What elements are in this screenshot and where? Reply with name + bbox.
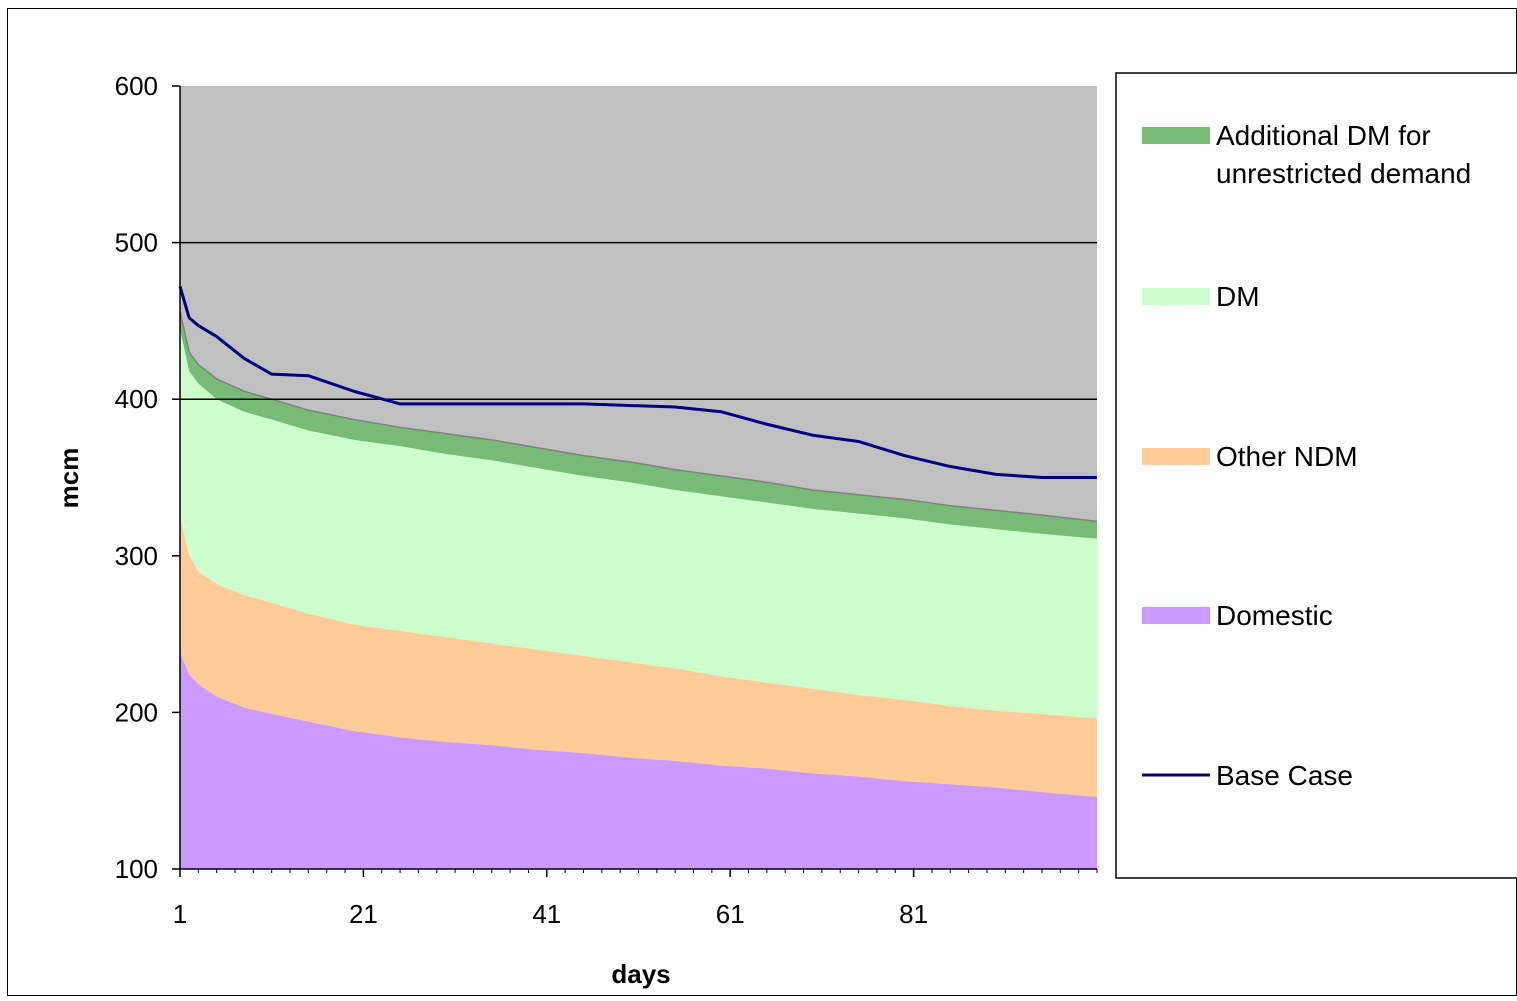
legend-swatch-additional-dm-for-unrestricted-demand [1142, 127, 1210, 144]
y-axis-title: mcm [54, 448, 84, 509]
legend-box [1115, 72, 1517, 879]
y-tick-label: 400 [115, 384, 158, 414]
legend-swatch-domestic [1142, 607, 1210, 624]
line-base-case [178, 286, 1097, 479]
area-top-edge [179, 311, 1098, 523]
y-tick-label: 100 [115, 854, 158, 884]
areas-layer [179, 311, 1098, 870]
legend-label-additional-dm-for-unrestricted-demand: Additional DM for unrestricted demand [1216, 120, 1471, 189]
axes-layer: 100 200 300 400 500 600 1 21 41 61 81 [115, 71, 1098, 929]
y-tick-label: 300 [115, 541, 158, 571]
legend-label-domestic: Domestic [1216, 600, 1333, 631]
y-tick-label: 500 [115, 228, 158, 258]
area-domestic [180, 652, 1097, 869]
legend-swatch-dm [1142, 288, 1210, 305]
legend-label-dm: DM [1216, 281, 1260, 312]
x-tick-label: 1 [173, 899, 187, 929]
legend-swatch-other-ndm [1142, 448, 1210, 465]
x-tick-label: 81 [899, 899, 928, 929]
x-tick-label: 21 [349, 899, 378, 929]
x-axis-title: days [611, 959, 670, 989]
x-tick-label: 41 [532, 899, 561, 929]
y-tick-label: 600 [115, 71, 158, 101]
x-tick-label: 61 [716, 899, 745, 929]
line-layer [178, 286, 1097, 479]
y-tick-label: 200 [115, 697, 158, 727]
legend-label-base-case: Base Case [1216, 760, 1353, 791]
grid-layer [180, 241, 1097, 400]
legend: Additional DM for unrestricted demand DM Ot… [1115, 72, 1517, 879]
legend-label-other-ndm: Other NDM [1216, 441, 1358, 472]
